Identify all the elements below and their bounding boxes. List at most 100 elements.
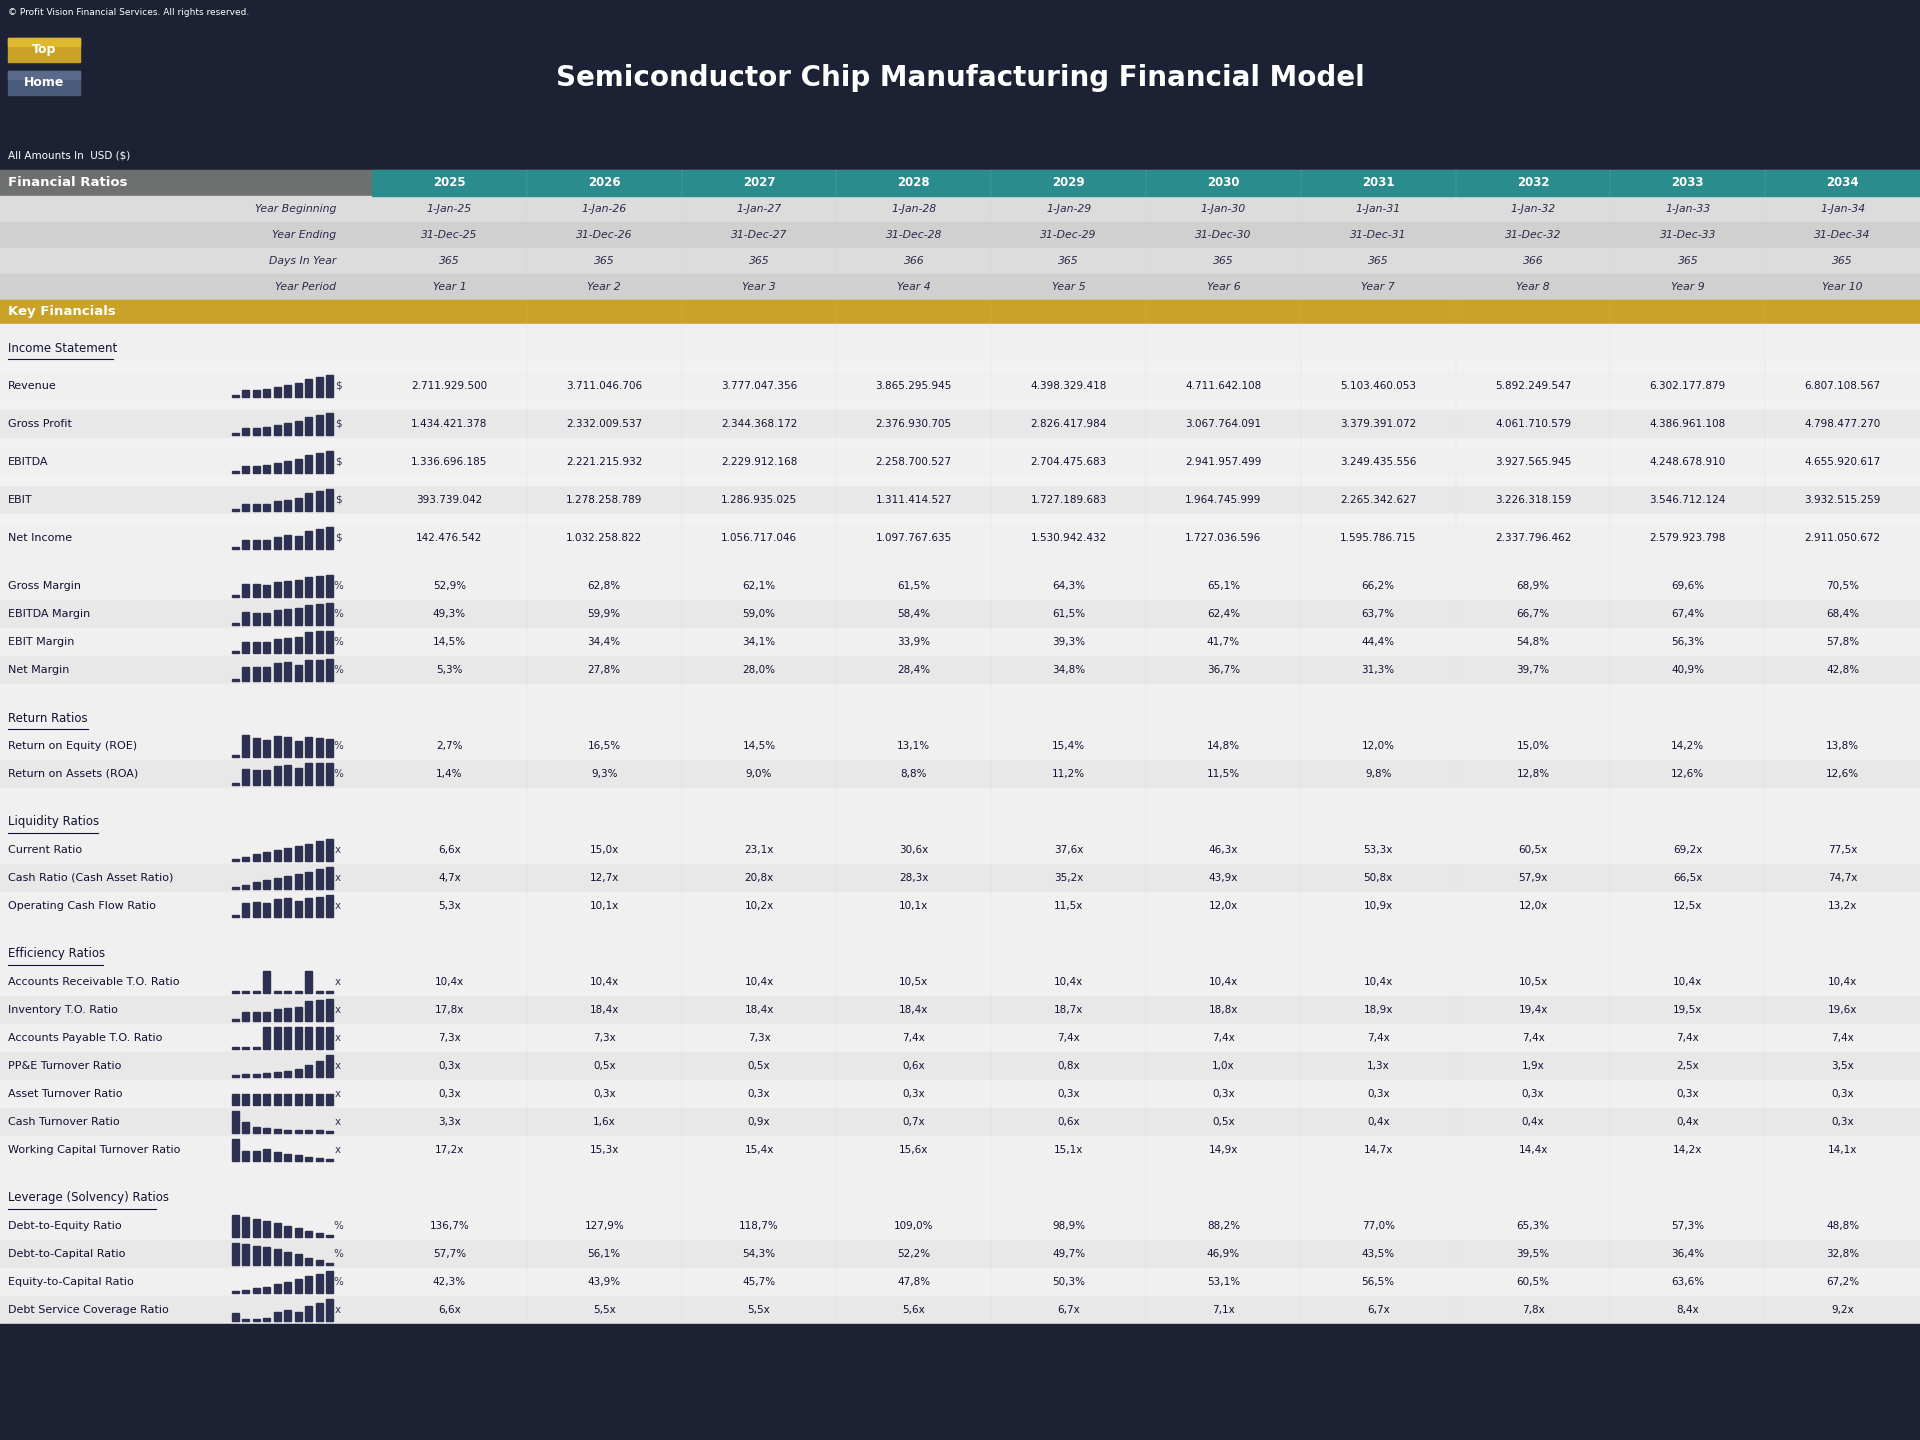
Bar [326,1270,334,1293]
Bar [305,531,313,549]
Bar [0,684,1920,704]
Text: Debt Service Coverage Ratio: Debt Service Coverage Ratio [8,1305,169,1315]
Text: © Profit Vision Financial Services. All rights reserved.: © Profit Vision Financial Services. All … [8,9,250,17]
Bar [326,1054,334,1077]
Text: 365: 365 [1213,256,1235,266]
Bar [284,1225,292,1237]
Text: 10,4x: 10,4x [1210,976,1238,986]
Bar [296,1280,301,1293]
Bar [232,858,238,861]
Bar [263,1012,271,1021]
Text: 3,5x: 3,5x [1832,1061,1855,1071]
Text: Cash Turnover Ratio: Cash Turnover Ratio [8,1117,119,1128]
Text: 14,4x: 14,4x [1519,1145,1548,1155]
Bar [284,423,292,435]
Bar [232,1290,238,1293]
Text: 8,4x: 8,4x [1676,1305,1699,1315]
Bar [305,971,313,994]
Text: 98,9%: 98,9% [1052,1221,1085,1231]
Bar [305,1231,313,1237]
Text: 365: 365 [1678,256,1697,266]
Text: 2,7%: 2,7% [436,742,463,752]
Text: 2027: 2027 [743,177,776,190]
Text: Year 9: Year 9 [1670,282,1705,292]
Text: 365: 365 [749,256,770,266]
Text: 118,7%: 118,7% [739,1221,780,1231]
Text: 2.265.342.627: 2.265.342.627 [1340,495,1417,505]
Bar [275,1009,280,1021]
Text: 56,5%: 56,5% [1361,1277,1394,1287]
Text: 10,5x: 10,5x [1519,976,1548,986]
Text: Revenue: Revenue [8,382,58,392]
Bar [242,1122,250,1133]
Text: 46,3x: 46,3x [1210,845,1238,855]
Bar [326,527,334,549]
Bar [242,1012,250,1021]
Text: 6,6x: 6,6x [438,845,461,855]
Text: 1.097.767.635: 1.097.767.635 [876,533,952,543]
Text: 4.386.961.108: 4.386.961.108 [1649,419,1726,429]
Text: 52,9%: 52,9% [432,580,467,590]
Text: EBITDA Margin: EBITDA Margin [8,609,90,619]
Bar [253,1074,259,1077]
Text: 13,8%: 13,8% [1826,742,1859,752]
Text: 5,3%: 5,3% [436,665,463,675]
Bar [326,1263,334,1266]
Bar [296,1155,301,1161]
Text: 1.278.258.789: 1.278.258.789 [566,495,643,505]
Bar [296,991,301,994]
Text: Return on Assets (ROA): Return on Assets (ROA) [8,769,138,779]
Bar [0,170,1920,196]
Bar [315,763,323,785]
Text: 31-Dec-27: 31-Dec-27 [732,230,787,240]
Text: 0,8x: 0,8x [1058,1061,1079,1071]
Bar [0,1296,1920,1323]
Bar [253,1094,259,1106]
Text: 63,6%: 63,6% [1670,1277,1705,1287]
Bar [0,920,1920,940]
Bar [242,583,250,598]
Bar [263,613,271,625]
Bar [0,1323,1920,1440]
Text: PP&E Turnover Ratio: PP&E Turnover Ratio [8,1061,121,1071]
Bar [0,477,1920,487]
Bar [0,248,1920,274]
Text: 4.061.710.579: 4.061.710.579 [1496,419,1571,429]
Bar [242,1094,250,1106]
Text: 4,7x: 4,7x [438,873,461,883]
Bar [284,1008,292,1021]
Text: x: x [334,1145,342,1155]
Text: 14,5%: 14,5% [743,742,776,752]
Text: Working Capital Turnover Ratio: Working Capital Turnover Ratio [8,1145,180,1155]
Text: 5.892.249.547: 5.892.249.547 [1496,382,1571,392]
Text: 0,4x: 0,4x [1367,1117,1390,1128]
Text: Year 10: Year 10 [1822,282,1862,292]
Text: x: x [334,873,342,883]
Text: 12,6%: 12,6% [1826,769,1859,779]
Bar [232,595,238,598]
Bar [0,524,1920,552]
Bar [232,680,238,681]
Bar [0,514,1920,524]
Bar [0,372,1920,400]
Bar [326,413,334,435]
Text: x: x [334,1117,342,1128]
Bar [305,1257,313,1266]
Bar [232,1313,238,1322]
Text: Efficiency Ratios: Efficiency Ratios [8,948,106,960]
Text: 6.807.108.567: 6.807.108.567 [1805,382,1882,392]
Bar [315,1158,323,1161]
Text: 365: 365 [1832,256,1853,266]
Bar [315,1130,323,1133]
Bar [232,1047,238,1050]
Bar [315,1061,323,1077]
Bar [242,1290,250,1293]
Bar [296,1312,301,1322]
Text: 3.067.764.091: 3.067.764.091 [1185,419,1261,429]
Bar [242,903,250,917]
Text: 5,5x: 5,5x [747,1305,770,1315]
Text: 43,5%: 43,5% [1361,1248,1394,1259]
Text: 63,7%: 63,7% [1361,609,1394,619]
Bar [242,991,250,994]
Text: 2.826.417.984: 2.826.417.984 [1031,419,1106,429]
